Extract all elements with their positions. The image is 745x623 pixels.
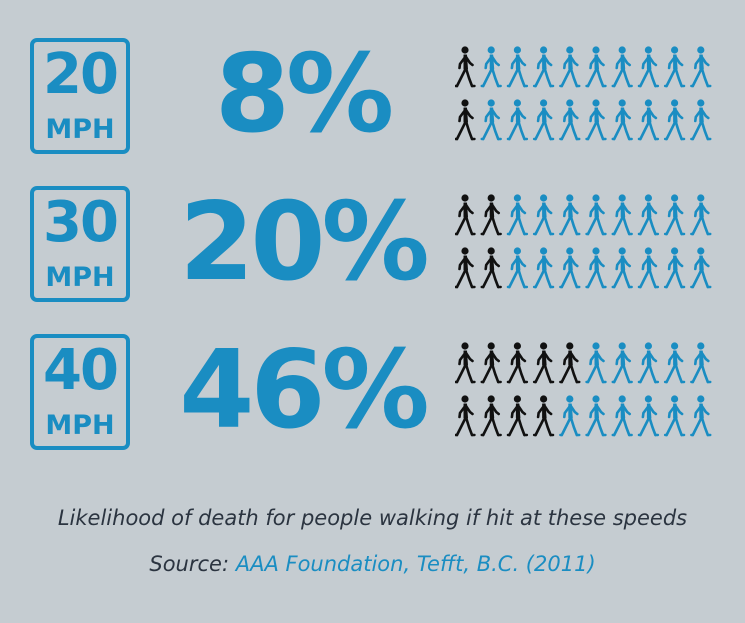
speed-badge: 30 MPH	[30, 186, 130, 302]
walker-fatal-icon	[506, 395, 529, 437]
walker-survivor-icon	[480, 99, 502, 141]
speed-row-30: 30 MPH 20%	[0, 180, 745, 305]
speed-unit: MPH	[45, 262, 115, 293]
walker-survivor-icon	[663, 99, 686, 141]
walker-survivor-icon	[637, 342, 660, 384]
source-link[interactable]: AAA Foundation, Tefft, B.C. (2011)	[235, 552, 596, 576]
walker-survivor-icon	[532, 99, 555, 141]
walker-fatal-icon	[480, 395, 502, 437]
walker-fatal-icon	[532, 395, 555, 437]
walker-survivor-icon	[690, 194, 712, 236]
pictogram-walkers	[455, 342, 712, 437]
walker-fatal-icon	[506, 342, 529, 384]
walker-fatal-icon	[455, 247, 476, 289]
walker-survivor-icon	[532, 46, 555, 88]
source-line: Source: AAA Foundation, Tefft, B.C. (201…	[0, 552, 745, 576]
pictogram-walkers	[455, 194, 712, 289]
source-prefix: Source:	[149, 552, 230, 576]
walker-fatal-icon	[455, 46, 476, 88]
walker-survivor-icon	[690, 342, 712, 384]
walker-survivor-icon	[663, 247, 686, 289]
speed-value: 20	[43, 42, 119, 107]
speed-row-40: 40 MPH 46%	[0, 328, 745, 453]
walker-survivor-icon	[663, 342, 686, 384]
walker-fatal-icon	[480, 342, 502, 384]
walker-survivor-icon	[637, 46, 660, 88]
walker-survivor-icon	[611, 342, 633, 384]
walker-survivor-icon	[663, 395, 686, 437]
walker-survivor-icon	[480, 46, 502, 88]
walker-survivor-icon	[559, 194, 581, 236]
walker-survivor-icon	[559, 46, 581, 88]
walker-survivor-icon	[611, 99, 633, 141]
walker-survivor-icon	[559, 99, 581, 141]
walker-fatal-icon	[455, 395, 476, 437]
walker-survivor-icon	[690, 46, 712, 88]
speed-unit: MPH	[45, 410, 115, 441]
walker-survivor-icon	[506, 99, 529, 141]
walker-survivor-icon	[532, 247, 555, 289]
speed-row-20: 20 MPH 8%	[0, 32, 745, 157]
walker-survivor-icon	[585, 342, 607, 384]
walker-survivor-icon	[611, 247, 633, 289]
percent-label: 8%	[214, 32, 394, 157]
walker-survivor-icon	[585, 99, 607, 141]
speed-badge: 20 MPH	[30, 38, 130, 154]
percent-label: 20%	[179, 180, 430, 305]
walker-fatal-icon	[480, 247, 502, 289]
walker-survivor-icon	[611, 194, 633, 236]
walker-survivor-icon	[637, 99, 660, 141]
walker-survivor-icon	[663, 194, 686, 236]
walker-survivor-icon	[611, 46, 633, 88]
percent-label: 46%	[179, 328, 430, 453]
walker-survivor-icon	[611, 395, 633, 437]
pictogram-walkers	[455, 46, 712, 141]
walker-survivor-icon	[506, 46, 529, 88]
walker-survivor-icon	[506, 247, 529, 289]
walker-survivor-icon	[559, 247, 581, 289]
walker-survivor-icon	[663, 46, 686, 88]
walker-survivor-icon	[585, 46, 607, 88]
speed-unit: MPH	[45, 114, 115, 145]
walker-survivor-icon	[690, 247, 712, 289]
walker-fatal-icon	[455, 194, 476, 236]
walker-survivor-icon	[690, 395, 712, 437]
walker-fatal-icon	[455, 342, 476, 384]
walker-survivor-icon	[690, 99, 712, 141]
walker-fatal-icon	[532, 342, 555, 384]
walker-survivor-icon	[585, 194, 607, 236]
walker-survivor-icon	[559, 395, 581, 437]
chart-caption: Likelihood of death for people walking i…	[57, 506, 688, 530]
speed-badge: 40 MPH	[30, 334, 130, 450]
walker-survivor-icon	[585, 247, 607, 289]
walker-fatal-icon	[480, 194, 502, 236]
speed-value: 40	[43, 338, 119, 403]
walker-fatal-icon	[455, 99, 476, 141]
walker-survivor-icon	[637, 194, 660, 236]
walker-fatal-icon	[559, 342, 581, 384]
walker-survivor-icon	[637, 247, 660, 289]
walker-survivor-icon	[637, 395, 660, 437]
walker-survivor-icon	[585, 395, 607, 437]
walker-survivor-icon	[506, 194, 529, 236]
speed-value: 30	[43, 190, 119, 255]
walker-survivor-icon	[532, 194, 555, 236]
